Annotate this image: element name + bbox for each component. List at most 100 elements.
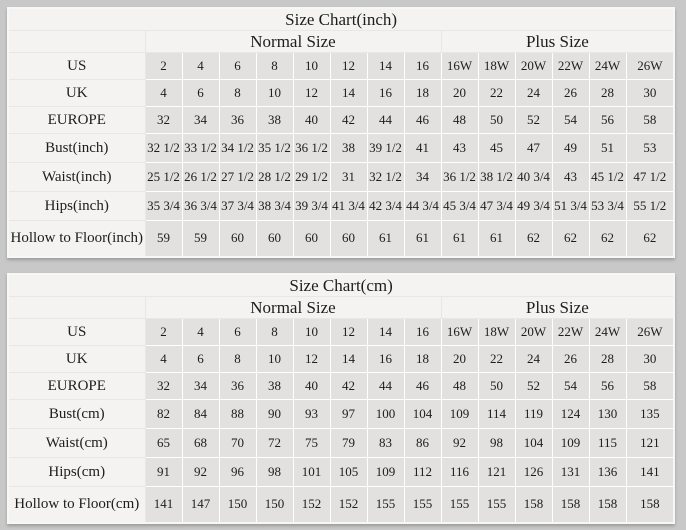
value-cell: 155 bbox=[403, 486, 442, 523]
value-cell: 53 3/4 bbox=[588, 191, 627, 221]
value-cell: 24W bbox=[588, 318, 627, 346]
value-cell: 92 bbox=[181, 457, 220, 487]
value-cell: 34 bbox=[403, 162, 442, 192]
value-cell: 105 bbox=[329, 457, 368, 487]
value-cell: 58 bbox=[625, 372, 675, 400]
value-cell: 121 bbox=[477, 457, 516, 487]
value-cell: 22W bbox=[551, 318, 590, 346]
value-cell: 53 bbox=[625, 133, 675, 163]
value-cell: 36 bbox=[218, 372, 257, 400]
value-cell: 18 bbox=[403, 345, 442, 373]
value-cell: 150 bbox=[218, 486, 257, 523]
value-cell: 32 bbox=[144, 372, 183, 400]
value-cell: 59 bbox=[144, 220, 183, 257]
value-cell: 30 bbox=[625, 345, 675, 373]
value-cell: 4 bbox=[144, 79, 183, 107]
value-cell: 109 bbox=[440, 399, 479, 429]
value-cell: 6 bbox=[181, 345, 220, 373]
plus-size-header: Plus Size bbox=[440, 296, 675, 319]
value-cell: 26 bbox=[551, 79, 590, 107]
value-cell: 84 bbox=[181, 399, 220, 429]
value-cell: 114 bbox=[477, 399, 516, 429]
value-cell: 40 3/4 bbox=[514, 162, 553, 192]
row-label: Hollow to Floor(inch) bbox=[7, 220, 146, 257]
value-cell: 86 bbox=[403, 428, 442, 458]
value-cell: 152 bbox=[292, 486, 331, 523]
table-row: Waist(cm) 65 68 70 72 75 79 83 86 92 98 104 109 115 12… bbox=[7, 428, 675, 458]
value-cell: 18W bbox=[477, 318, 516, 346]
value-cell: 72 bbox=[255, 428, 294, 458]
corner-cell bbox=[7, 30, 146, 53]
value-cell: 119 bbox=[514, 399, 553, 429]
row-label: EUROPE bbox=[7, 372, 146, 400]
value-cell: 158 bbox=[514, 486, 553, 523]
value-cell: 115 bbox=[588, 428, 627, 458]
value-cell: 38 bbox=[255, 372, 294, 400]
value-cell: 42 bbox=[329, 372, 368, 400]
row-label: Bust(cm) bbox=[7, 399, 146, 429]
plus-size-header: Plus Size bbox=[440, 30, 675, 53]
value-cell: 90 bbox=[255, 399, 294, 429]
value-cell: 20W bbox=[514, 318, 553, 346]
normal-size-header: Normal Size bbox=[144, 296, 442, 319]
value-cell: 20W bbox=[514, 52, 553, 80]
value-cell: 44 bbox=[366, 372, 405, 400]
value-cell: 101 bbox=[292, 457, 331, 487]
value-cell: 30 bbox=[625, 79, 675, 107]
value-cell: 131 bbox=[551, 457, 590, 487]
value-cell: 36 bbox=[218, 106, 257, 134]
value-cell: 62 bbox=[625, 220, 675, 257]
value-cell: 43 bbox=[440, 133, 479, 163]
value-cell: 88 bbox=[218, 399, 257, 429]
value-cell: 12 bbox=[292, 79, 331, 107]
value-cell: 124 bbox=[551, 399, 590, 429]
value-cell: 2 bbox=[144, 318, 183, 346]
value-cell: 150 bbox=[255, 486, 294, 523]
value-cell: 24 bbox=[514, 345, 553, 373]
value-cell: 48 bbox=[440, 106, 479, 134]
value-cell: 41 bbox=[403, 133, 442, 163]
value-cell: 4 bbox=[144, 345, 183, 373]
value-cell: 8 bbox=[218, 345, 257, 373]
value-cell: 155 bbox=[366, 486, 405, 523]
value-cell: 8 bbox=[255, 318, 294, 346]
value-cell: 6 bbox=[218, 318, 257, 346]
value-cell: 38 bbox=[255, 106, 294, 134]
value-cell: 141 bbox=[144, 486, 183, 523]
value-cell: 51 bbox=[588, 133, 627, 163]
value-cell: 16 bbox=[366, 79, 405, 107]
row-label: Bust(inch) bbox=[7, 133, 146, 163]
value-cell: 16W bbox=[440, 52, 479, 80]
row-label: Hips(cm) bbox=[7, 457, 146, 487]
corner-cell bbox=[7, 296, 146, 319]
row-label: EUROPE bbox=[7, 106, 146, 134]
value-cell: 158 bbox=[588, 486, 627, 523]
value-cell: 130 bbox=[588, 399, 627, 429]
value-cell: 47 1/2 bbox=[625, 162, 675, 192]
value-cell: 18W bbox=[477, 52, 516, 80]
value-cell: 41 3/4 bbox=[329, 191, 368, 221]
value-cell: 34 bbox=[181, 106, 220, 134]
table-row: EUROPE 32 34 36 38 40 42 44 46 48 50 52 54 56 58 bbox=[7, 372, 675, 400]
value-cell: 44 3/4 bbox=[403, 191, 442, 221]
value-cell: 8 bbox=[255, 52, 294, 80]
value-cell: 62 bbox=[551, 220, 590, 257]
value-cell: 51 3/4 bbox=[551, 191, 590, 221]
value-cell: 104 bbox=[403, 399, 442, 429]
value-cell: 8 bbox=[218, 79, 257, 107]
table-row: Hips(inch) 35 3/4 36 3/4 37 3/4 38 3/4 39 3/4… bbox=[7, 191, 675, 221]
value-cell: 12 bbox=[292, 345, 331, 373]
value-cell: 32 bbox=[144, 106, 183, 134]
value-cell: 42 3/4 bbox=[366, 191, 405, 221]
value-cell: 83 bbox=[366, 428, 405, 458]
value-cell: 29 1/2 bbox=[292, 162, 331, 192]
value-cell: 70 bbox=[218, 428, 257, 458]
row-label: Waist(cm) bbox=[7, 428, 146, 458]
value-cell: 16 bbox=[403, 318, 442, 346]
value-cell: 37 3/4 bbox=[218, 191, 257, 221]
value-cell: 135 bbox=[625, 399, 675, 429]
value-cell: 68 bbox=[181, 428, 220, 458]
value-cell: 121 bbox=[625, 428, 675, 458]
value-cell: 65 bbox=[144, 428, 183, 458]
table-title-inch: Size Chart(inch) bbox=[7, 7, 675, 31]
